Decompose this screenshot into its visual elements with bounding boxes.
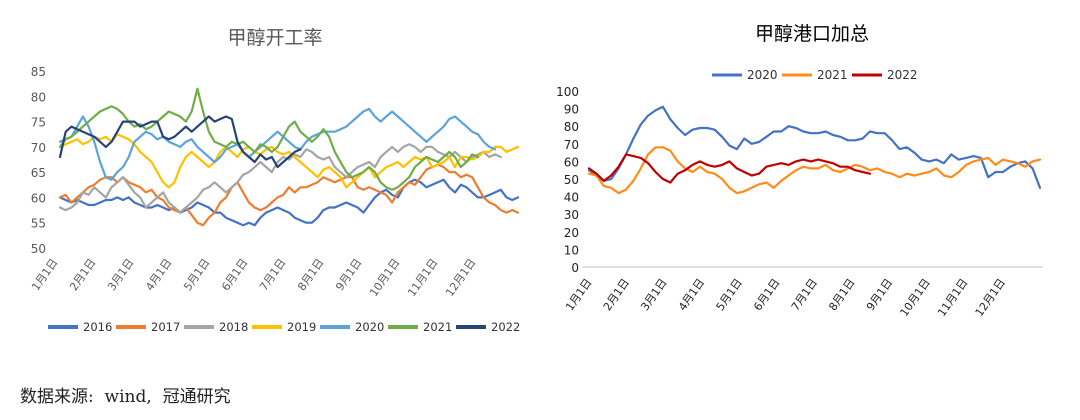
legend-label-2022: 2022 xyxy=(887,68,918,82)
x-tick-label: 10月1日 xyxy=(367,256,402,299)
x-tick-label: 1月1日 xyxy=(29,256,60,293)
x-tick-label: 2月1日 xyxy=(67,256,98,293)
y-tick-label: 90 xyxy=(564,103,579,117)
series-line-2022 xyxy=(58,115,302,169)
legend-label-2020: 2020 xyxy=(355,320,384,334)
legend-label-2019: 2019 xyxy=(287,320,316,334)
x-tick-label: 6月1日 xyxy=(751,276,782,313)
x-tick-label: 5月1日 xyxy=(714,276,745,313)
x-tick-label: 11月1日 xyxy=(405,256,440,299)
x-tick-label: 8月1日 xyxy=(826,276,857,313)
series-line-2021 xyxy=(587,146,1042,195)
left-series-lines xyxy=(58,87,520,227)
left-y-axis: 50 55 60 65 70 75 80 85 xyxy=(31,65,46,256)
series-line-2018 xyxy=(58,143,502,214)
legend-label-2022: 2022 xyxy=(491,320,520,334)
x-tick-label: 4月1日 xyxy=(143,256,174,293)
legend-label-2021: 2021 xyxy=(423,320,452,334)
legend-label-2016: 2016 xyxy=(83,320,112,334)
x-tick-label: 4月1日 xyxy=(676,276,707,313)
x-tick-label: 9月1日 xyxy=(333,256,364,293)
series-line-2019 xyxy=(58,133,520,189)
series-line-2020 xyxy=(587,105,1042,189)
y-tick-label: 80 xyxy=(31,90,46,104)
series-line-2020 xyxy=(58,107,497,181)
x-tick-label: 1月1日 xyxy=(563,276,594,313)
x-tick-label: 8月1日 xyxy=(295,256,326,293)
y-tick-label: 30 xyxy=(564,208,579,222)
legend-label-2017: 2017 xyxy=(151,320,180,334)
x-tick-label: 12月1日 xyxy=(973,276,1008,319)
y-tick-label: 10 xyxy=(564,243,579,257)
x-tick-label: 5月1日 xyxy=(181,256,212,293)
y-tick-label: 50 xyxy=(31,242,46,256)
legend-label-2021: 2021 xyxy=(817,68,848,82)
x-tick-label: 3月1日 xyxy=(105,256,136,293)
y-tick-label: 65 xyxy=(31,166,46,180)
x-tick-label: 11月1日 xyxy=(935,276,970,319)
legend-label-2018: 2018 xyxy=(219,320,248,334)
y-tick-label: 60 xyxy=(564,155,579,169)
y-tick-label: 40 xyxy=(564,191,579,205)
source-note: 数据来源: wind, 冠通研究 xyxy=(20,387,231,407)
x-tick-label: 7月1日 xyxy=(789,276,820,313)
y-tick-label: 70 xyxy=(564,138,579,152)
x-tick-label: 10月1日 xyxy=(898,276,933,319)
right-chart-title: 甲醇港口加总 xyxy=(755,23,869,45)
x-tick-label: 12月1日 xyxy=(443,256,478,299)
y-tick-label: 75 xyxy=(31,116,46,130)
left-legend: 2016 2017 2018 2019 2020 2021 2022 xyxy=(48,320,520,334)
right-legend: 2020 2021 2022 xyxy=(712,68,918,82)
left-chart-title: 甲醇开工率 xyxy=(227,27,322,49)
y-tick-label: 0 xyxy=(571,261,579,275)
y-tick-label: 60 xyxy=(31,191,46,205)
right-x-axis: 1月1日 2月1日 3月1日 4月1日 5月1日 6月1日 7月1日 8月1日 9月1日 10月1… xyxy=(563,276,1008,319)
right-series-lines xyxy=(587,105,1042,195)
legend-label-2020: 2020 xyxy=(747,68,778,82)
left-x-axis: 1月1日 2月1日 3月1日 4月1日 5月1日 6月1日 7月1日 8月1日 9月1日 10月1… xyxy=(29,256,478,299)
y-tick-label: 55 xyxy=(31,217,46,231)
y-tick-label: 80 xyxy=(564,120,579,134)
series-line-2017 xyxy=(58,163,520,227)
y-tick-label: 100 xyxy=(556,85,579,99)
x-tick-label: 9月1日 xyxy=(864,276,895,313)
series-line-2016 xyxy=(58,178,520,227)
y-tick-label: 70 xyxy=(31,141,46,155)
y-tick-label: 85 xyxy=(31,65,46,79)
series-line-2022 xyxy=(587,153,872,184)
x-tick-label: 2月1日 xyxy=(601,276,632,313)
y-tick-label: 20 xyxy=(564,226,579,240)
right-chart: 甲醇港口加总 2020 2021 2022 0 10 20 30 40 50 60 70 80 90 1… xyxy=(556,23,1043,319)
x-tick-label: 6月1日 xyxy=(219,256,250,293)
x-tick-label: 3月1日 xyxy=(638,276,669,313)
y-tick-label: 50 xyxy=(564,173,579,187)
x-tick-label: 7月1日 xyxy=(257,256,288,293)
right-y-axis: 0 10 20 30 40 50 60 70 80 90 100 xyxy=(556,85,579,275)
